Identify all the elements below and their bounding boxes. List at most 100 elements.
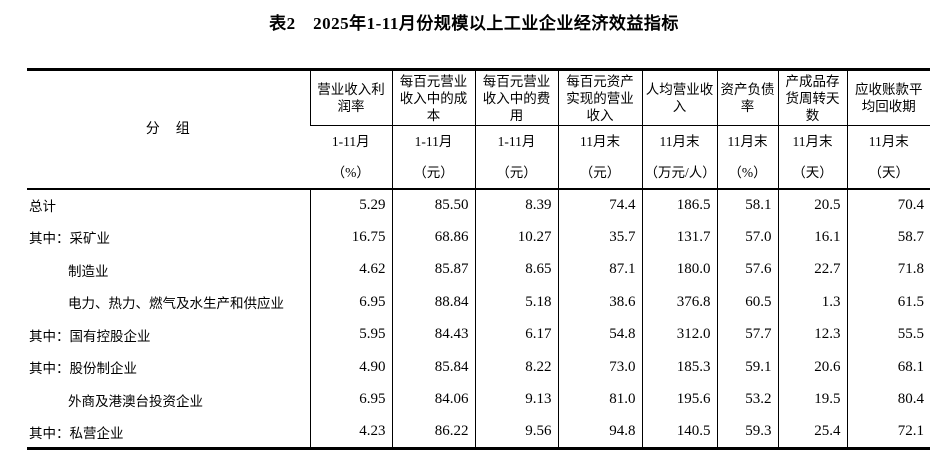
column-header-receivables-collection-period: 应收账款平均回收期 xyxy=(846,69,930,126)
cell-value: 20.5 xyxy=(777,188,847,221)
cell-value: 312.0 xyxy=(641,318,717,351)
cell-value: 195.6 xyxy=(641,383,717,416)
cell-value: 16.75 xyxy=(309,221,392,254)
cell-value: 6.17 xyxy=(474,318,558,351)
cell-value: 54.8 xyxy=(557,318,642,351)
cell-value: 80.4 xyxy=(846,383,930,416)
period-label: 11月末 xyxy=(792,134,833,149)
unit-label: （天） xyxy=(868,165,910,180)
cell-value: 38.6 xyxy=(557,286,642,319)
column-header-profit-margin: 营业收入利润率 xyxy=(309,69,392,126)
period-unit-cell: 11月末 （天） xyxy=(777,125,847,190)
cell-value: 6.95 xyxy=(309,286,392,319)
cell-value: 87.1 xyxy=(557,253,642,286)
column-header-cost-per-100: 每百元营业收入中的成本 xyxy=(391,69,475,126)
indicators-table: 分 组 营业收入利润率 每百元营业收入中的成本 每百元营业收入中的费用 每百元资… xyxy=(27,68,930,450)
cell-value: 70.4 xyxy=(846,188,930,221)
table-row-foreign-hmt: 外商及港澳台投资企业 6.95 84.06 9.13 81.0 195.6 53… xyxy=(27,383,930,416)
column-header-asset-liability-ratio: 资产负债率 xyxy=(716,69,778,126)
cell-value: 9.13 xyxy=(474,383,558,416)
cell-value: 16.1 xyxy=(777,221,847,254)
cell-value: 140.5 xyxy=(641,416,717,449)
period-label: 11月末 xyxy=(659,134,700,149)
cell-value: 12.3 xyxy=(777,318,847,351)
period-unit-cell: 1-11月 （%） xyxy=(310,125,392,190)
period-unit-cell: 1-11月 （元） xyxy=(391,125,475,190)
period-label: 11月末 xyxy=(580,134,620,149)
cell-value: 55.5 xyxy=(846,318,930,351)
table-row-utilities: 电力、热力、燃气及水生产和供应业 6.95 88.84 5.18 38.6 37… xyxy=(27,286,930,319)
cell-value: 4.62 xyxy=(309,253,392,286)
table-row-mining: 其中：采矿业 16.75 68.86 10.27 35.7 131.7 57.0… xyxy=(27,221,930,254)
cell-value: 58.1 xyxy=(716,188,778,221)
cell-value: 84.43 xyxy=(391,318,475,351)
cell-value: 20.6 xyxy=(777,351,847,384)
table-row-total: 总计 5.29 85.50 8.39 74.4 186.5 58.1 20.5 … xyxy=(27,188,930,221)
table-row-state-holding: 其中：国有控股企业 5.95 84.43 6.17 54.8 312.0 57.… xyxy=(27,318,930,351)
cell-value: 131.7 xyxy=(641,221,717,254)
period-label: 11月末 xyxy=(868,134,909,149)
cell-value: 5.95 xyxy=(309,318,392,351)
cell-value: 72.1 xyxy=(846,416,930,449)
cell-value: 4.90 xyxy=(309,351,392,384)
column-header-expense-per-100: 每百元营业收入中的费用 xyxy=(474,69,558,126)
column-header-inventory-turnover-days: 产成品存货周转天数 xyxy=(777,69,847,126)
cell-value: 57.6 xyxy=(716,253,778,286)
table-row-private: 其中：私营企业 4.23 86.22 9.56 94.8 140.5 59.3 … xyxy=(27,416,930,449)
cell-value: 60.5 xyxy=(716,286,778,319)
table-row-shareholding: 其中：股份制企业 4.90 85.84 8.22 73.0 185.3 59.1… xyxy=(27,351,930,384)
cell-value: 74.4 xyxy=(557,188,642,221)
cell-value: 68.86 xyxy=(391,221,475,254)
cell-value: 88.84 xyxy=(391,286,475,319)
cell-value: 58.7 xyxy=(846,221,930,254)
unit-label: （%） xyxy=(331,165,370,180)
cell-value: 25.4 xyxy=(777,416,847,449)
cell-value: 5.29 xyxy=(309,188,392,221)
cell-value: 85.50 xyxy=(391,188,475,221)
cell-value: 68.1 xyxy=(846,351,930,384)
column-header-revenue-per-capita: 人均营业收入 xyxy=(641,69,717,126)
header-row-indicators: 分 组 营业收入利润率 每百元营业收入中的成本 每百元营业收入中的费用 每百元资… xyxy=(27,69,930,190)
cell-value: 6.95 xyxy=(309,383,392,416)
group-header-cell: 分 组 xyxy=(27,69,310,190)
unit-label: （元） xyxy=(413,165,454,180)
period-unit-cell: 11月末 （万元/人） xyxy=(641,125,717,190)
cell-value: 22.7 xyxy=(777,253,847,286)
row-label: 其中：采矿业 xyxy=(29,231,110,247)
unit-label: （万元/人） xyxy=(644,165,716,180)
table-row-manufacturing: 制造业 4.62 85.87 8.65 87.1 180.0 57.6 22.7… xyxy=(27,253,930,286)
row-label: 制造业 xyxy=(68,263,109,279)
cell-value: 85.84 xyxy=(391,351,475,384)
cell-value: 57.0 xyxy=(716,221,778,254)
cell-value: 59.1 xyxy=(716,351,778,384)
unit-label: （%） xyxy=(728,165,767,180)
row-label: 总计 xyxy=(29,199,56,215)
period-label: 1-11月 xyxy=(414,134,453,149)
unit-label: （元） xyxy=(496,165,537,180)
cell-value: 4.23 xyxy=(309,416,392,449)
cell-value: 94.8 xyxy=(557,416,642,449)
period-unit-cell: 1-11月 （元） xyxy=(474,125,558,190)
period-unit-cell: 11月末 （元） xyxy=(557,125,642,190)
period-unit-cell: 11月末 （天） xyxy=(846,125,930,190)
period-label: 11月末 xyxy=(727,134,768,149)
column-header-revenue-per-100-assets: 每百元资产实现的营业收入 xyxy=(557,69,642,126)
unit-label: （天） xyxy=(792,165,833,180)
cell-value: 84.06 xyxy=(391,383,475,416)
period-unit-cell: 11月末 （%） xyxy=(716,125,778,190)
cell-value: 9.56 xyxy=(474,416,558,449)
row-label: 外商及港澳台投资企业 xyxy=(68,393,203,409)
cell-value: 376.8 xyxy=(641,286,717,319)
cell-value: 5.18 xyxy=(474,286,558,319)
cell-value: 186.5 xyxy=(641,188,717,221)
row-label: 其中：股份制企业 xyxy=(29,361,137,377)
cell-value: 57.7 xyxy=(716,318,778,351)
cell-value: 8.65 xyxy=(474,253,558,286)
cell-value: 61.5 xyxy=(846,286,930,319)
cell-value: 8.39 xyxy=(474,188,558,221)
cell-value: 73.0 xyxy=(557,351,642,384)
cell-value: 35.7 xyxy=(557,221,642,254)
period-label: 1-11月 xyxy=(497,134,536,149)
row-label: 电力、热力、燃气及水生产和供应业 xyxy=(68,296,284,312)
cell-value: 53.2 xyxy=(716,383,778,416)
